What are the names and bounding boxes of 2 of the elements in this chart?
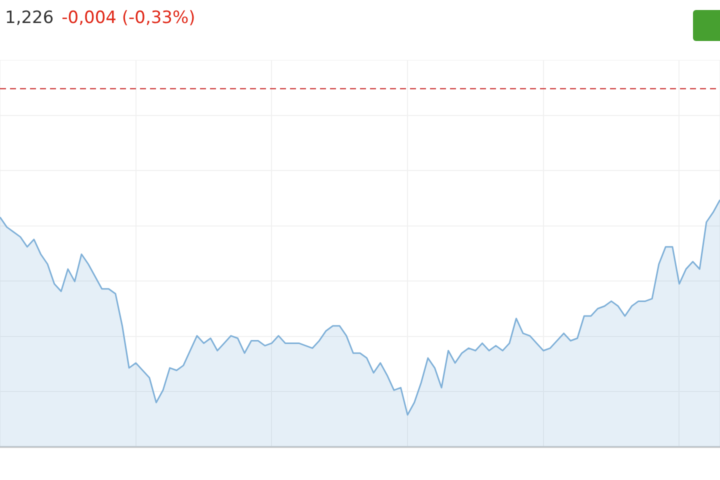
chart-title: 1,226 [5,8,54,28]
chart-subtitle: -0,004 (-0,33%) [62,8,196,28]
